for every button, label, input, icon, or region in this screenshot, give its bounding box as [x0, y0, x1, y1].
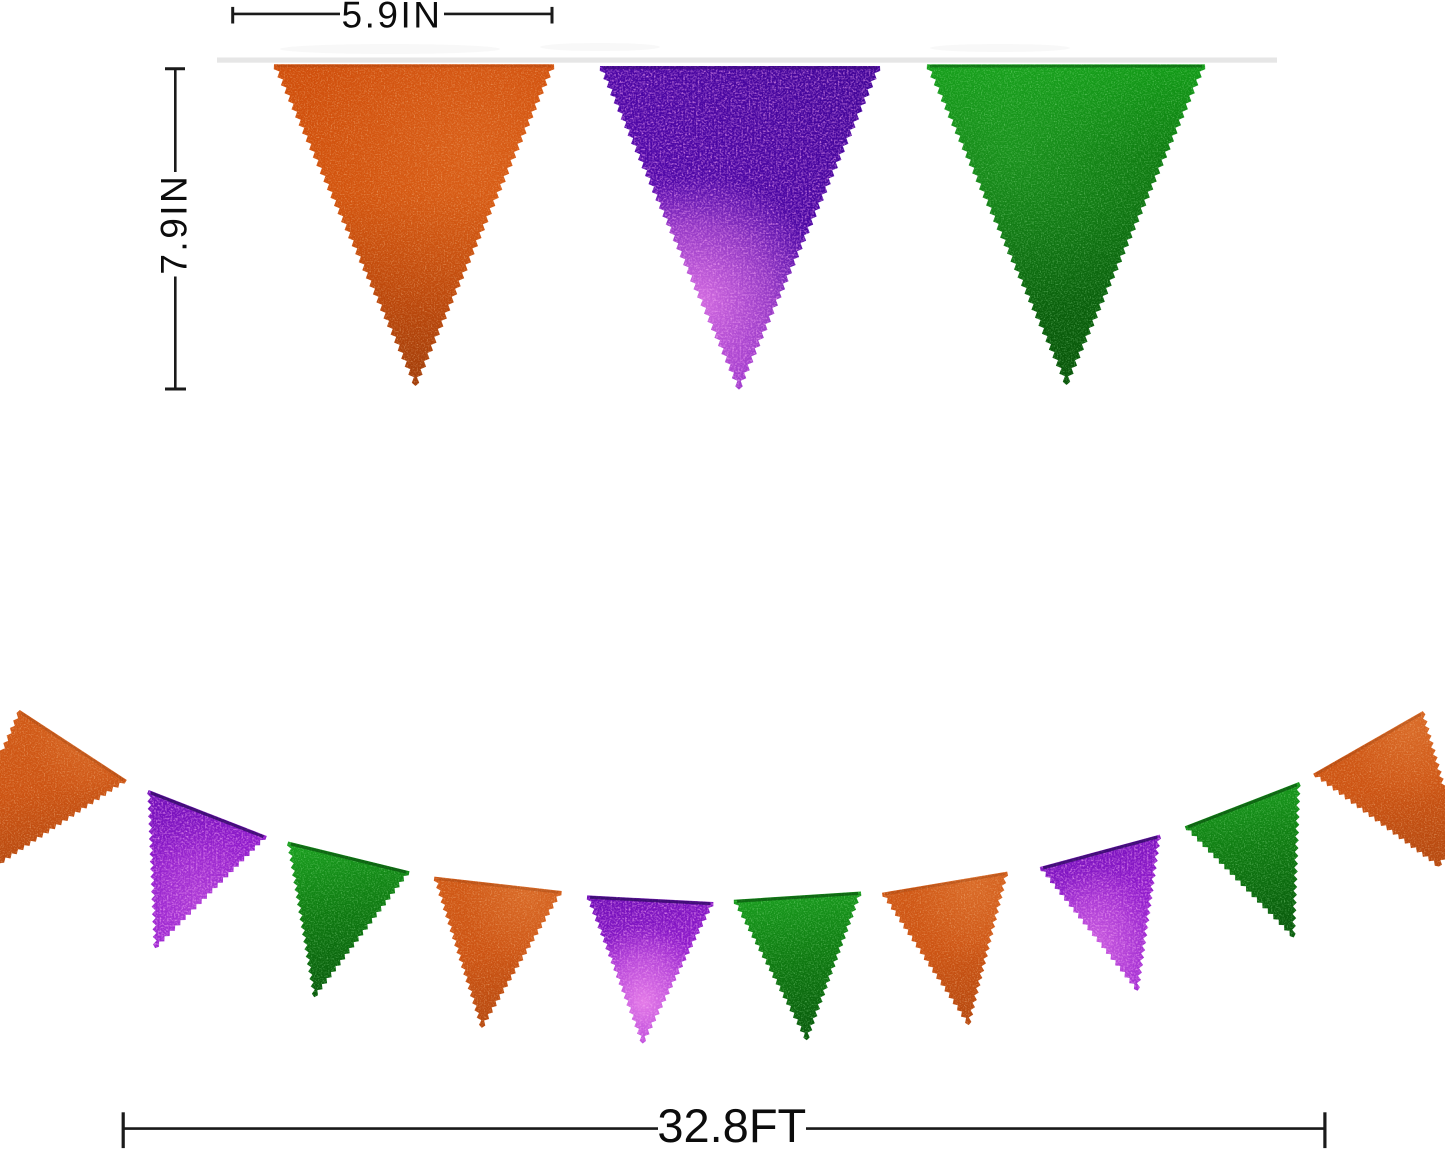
svg-text:32.8FT: 32.8FT: [657, 1099, 806, 1151]
svg-text:5.9IN: 5.9IN: [342, 0, 443, 36]
svg-text:7.9IN: 7.9IN: [154, 174, 195, 275]
